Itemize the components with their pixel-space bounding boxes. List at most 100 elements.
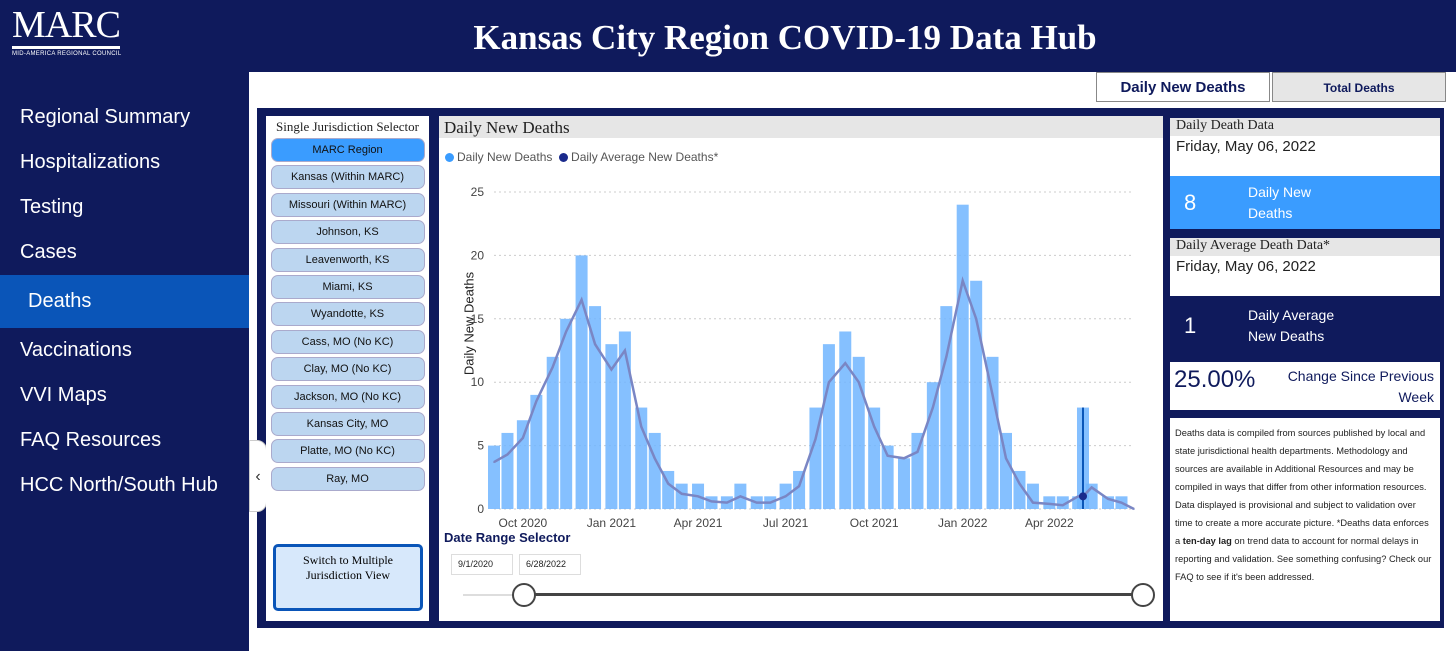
legend-daily[interactable]: Daily New Deaths xyxy=(457,150,553,164)
note-text-2: on trend data to account for normal dela… xyxy=(1175,536,1432,582)
bar xyxy=(575,255,588,509)
jurisdiction-button[interactable]: Kansas City, MO xyxy=(270,411,425,436)
chart-header: Daily New Deaths xyxy=(439,116,1163,138)
jurisdiction-button[interactable]: MARC Region xyxy=(270,138,425,162)
sidebar-nav: Regional Summary Hospitalizations Testing C… xyxy=(0,95,249,508)
deaths-chart[interactable]: 0 5 10 15 20 25 Oct 2020 Jan 2021 Apr 2021 Jul 20… xyxy=(439,166,1163,566)
average-point xyxy=(667,482,669,485)
y-axis-label: Daily New Deaths xyxy=(461,271,477,376)
average-point xyxy=(1032,501,1034,504)
average-point xyxy=(1133,508,1135,510)
y-tick-label: 10 xyxy=(471,375,485,389)
marc-logo: MARC MID-AMERICA REGIONAL COUNCIL xyxy=(12,6,122,57)
logo-rule xyxy=(12,46,120,49)
nav-item-faq-resources[interactable]: FAQ Resources xyxy=(20,429,162,451)
x-tick-label: Jan 2021 xyxy=(587,516,637,530)
nav-item-vaccinations[interactable]: Vaccinations xyxy=(20,339,132,361)
bar xyxy=(488,445,500,509)
nav-item-vvi-maps[interactable]: VVI Maps xyxy=(20,384,107,406)
bar xyxy=(560,318,573,509)
nav-item-hospitalizations[interactable]: Hospitalizations xyxy=(20,151,161,173)
jurisdiction-button[interactable]: Jackson, MO (No KC) xyxy=(270,384,425,409)
average-point xyxy=(916,451,919,453)
average-point xyxy=(1077,495,1079,498)
jurisdiction-button[interactable]: Clay, MO (No KC) xyxy=(270,357,425,382)
bar xyxy=(839,331,852,509)
average-point xyxy=(506,453,509,456)
change-card: 25.00% Change Since Previous Week xyxy=(1170,362,1440,410)
jurisdiction-button[interactable]: Leavenworth, KS xyxy=(270,247,425,272)
jurisdiction-button[interactable]: Miami, KS xyxy=(270,274,425,299)
x-tick-label: Oct 2021 xyxy=(850,516,899,530)
bar xyxy=(822,344,835,509)
average-point xyxy=(726,501,728,504)
note-bold: ten-day lag xyxy=(1182,536,1232,546)
daily-death-date: Friday, May 06, 2022 xyxy=(1170,136,1440,176)
date-range-label: Date Range Selector xyxy=(444,530,571,545)
legend-dot-daily xyxy=(445,153,454,162)
daily-death-title: Daily Death Data xyxy=(1170,118,1440,136)
y-tick-label: 20 xyxy=(471,248,485,262)
nav-item-testing[interactable]: Testing xyxy=(20,196,84,218)
jurisdiction-button[interactable]: Missouri (Within MARC) xyxy=(270,192,425,217)
end-date-input[interactable]: 6/28/2022 xyxy=(519,554,581,575)
start-date-input[interactable]: 9/1/2020 xyxy=(451,554,513,575)
legend-average[interactable]: Daily Average New Deaths* xyxy=(571,150,719,164)
logo-subtitle: MID-AMERICA REGIONAL COUNCIL xyxy=(12,51,122,57)
tab-daily-new-deaths[interactable]: Daily New Deaths xyxy=(1096,72,1270,102)
average-point xyxy=(1061,504,1064,506)
collapse-panel-button[interactable]: ‹ xyxy=(249,440,267,512)
nav-item-regional-summary[interactable]: Regional Summary xyxy=(20,106,191,128)
x-tick-label: Oct 2020 xyxy=(499,516,548,530)
average-point xyxy=(640,425,643,428)
average-point xyxy=(624,349,626,352)
jurisdiction-button[interactable]: Kansas (Within MARC) xyxy=(270,165,425,190)
average-point xyxy=(739,495,742,498)
average-point xyxy=(1120,501,1123,504)
average-point xyxy=(1090,486,1093,489)
tab-total-deaths[interactable]: Total Deaths xyxy=(1272,72,1446,102)
slider-end-handle[interactable] xyxy=(1131,583,1155,607)
nav-item-hcc-north-south-hub[interactable]: HCC North/South Hub xyxy=(20,474,218,496)
average-point xyxy=(522,437,524,439)
change-label: Change Since Previous Week xyxy=(1287,368,1434,405)
slider-start-handle[interactable] xyxy=(512,583,536,607)
daily-new-deaths-label: Daily New Deaths xyxy=(1248,183,1312,221)
chevron-left-icon: ‹ xyxy=(255,468,261,485)
bar xyxy=(881,445,894,509)
average-point xyxy=(697,495,699,498)
jurisdiction-button[interactable]: Ray, MO xyxy=(270,466,425,491)
bar xyxy=(501,432,514,509)
average-point xyxy=(1048,503,1051,505)
bar xyxy=(675,483,688,509)
average-point xyxy=(932,406,934,409)
jurisdiction-button[interactable]: Cass, MO (No KC) xyxy=(270,329,425,354)
average-point xyxy=(844,362,847,364)
average-point xyxy=(1018,482,1021,485)
date-slider-track[interactable] xyxy=(524,593,1144,596)
bar xyxy=(516,420,529,509)
x-tick-label: Jul 2021 xyxy=(763,516,809,530)
bar xyxy=(648,432,661,509)
switch-view-button[interactable]: Switch to Multiple Jurisdiction View xyxy=(273,544,423,611)
daily-average-date: Friday, May 06, 2022 xyxy=(1170,256,1440,296)
jurisdiction-button[interactable]: Platte, MO (No KC) xyxy=(270,439,425,464)
change-percent: 25.00% xyxy=(1174,366,1256,393)
y-tick-label: 0 xyxy=(477,502,484,516)
nav-item-cases[interactable]: Cases xyxy=(20,241,77,263)
methodology-note: Deaths data is compiled from sources pub… xyxy=(1170,418,1440,621)
nav-item-deaths[interactable]: Deaths xyxy=(0,275,249,328)
bar xyxy=(911,432,924,509)
average-point xyxy=(784,495,787,498)
average-line xyxy=(493,276,1135,511)
jurisdiction-button[interactable]: Wyandotte, KS xyxy=(270,302,425,327)
average-point xyxy=(565,330,567,333)
average-point xyxy=(594,343,596,345)
page-title: Kansas City Region COVID-19 Data Hub xyxy=(473,18,1097,57)
bar xyxy=(986,356,999,509)
average-point xyxy=(769,501,772,504)
jurisdiction-button[interactable]: Johnson, KS xyxy=(270,220,425,245)
y-tick-label: 15 xyxy=(471,312,485,326)
bar xyxy=(530,394,543,509)
daily-average-title: Daily Average Death Data* xyxy=(1170,238,1440,256)
